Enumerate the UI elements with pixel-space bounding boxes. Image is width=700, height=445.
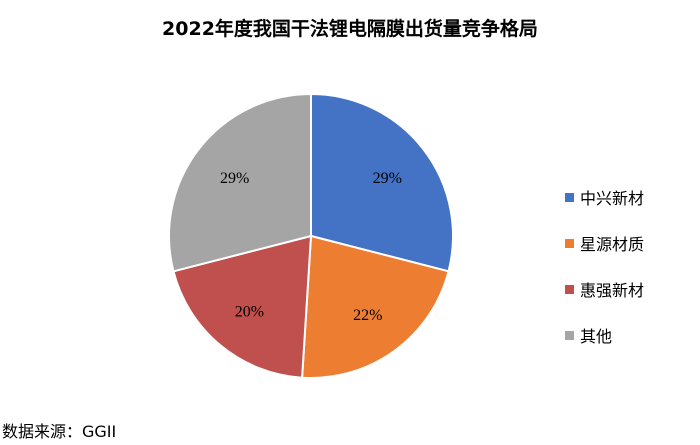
slice-label-1: 29% xyxy=(373,170,402,187)
legend-swatch xyxy=(565,238,574,248)
slice-label-4: 29% xyxy=(220,170,249,187)
legend-label: 惠强新材 xyxy=(580,281,645,300)
slice-label-3: 20% xyxy=(235,303,264,320)
legend-swatch xyxy=(565,330,574,340)
legend-label: 中兴新材 xyxy=(580,189,645,208)
legend-item: 惠强新材 xyxy=(565,266,644,312)
legend-item: 其他 xyxy=(565,312,644,358)
legend-item: 中兴新材 xyxy=(565,174,644,220)
legend-label: 星源材质 xyxy=(580,235,645,254)
chart-title: 2022年度我国干法锂电隔膜出货量竞争格局 xyxy=(162,18,538,40)
legend-label: 其他 xyxy=(580,327,613,346)
pie-slice-1 xyxy=(310,92,454,273)
slice-label-2: 22% xyxy=(353,307,382,324)
legend-swatch xyxy=(565,284,574,294)
legend-swatch xyxy=(565,192,574,202)
pie-slice-4 xyxy=(168,92,312,273)
legend: 中兴新材星源材质惠强新材其他 xyxy=(565,174,644,358)
pie-slice-3 xyxy=(172,234,313,379)
pie-slice-2 xyxy=(301,234,450,379)
source-note: 数据来源：GGII xyxy=(2,422,117,441)
legend-item: 星源材质 xyxy=(565,220,644,266)
